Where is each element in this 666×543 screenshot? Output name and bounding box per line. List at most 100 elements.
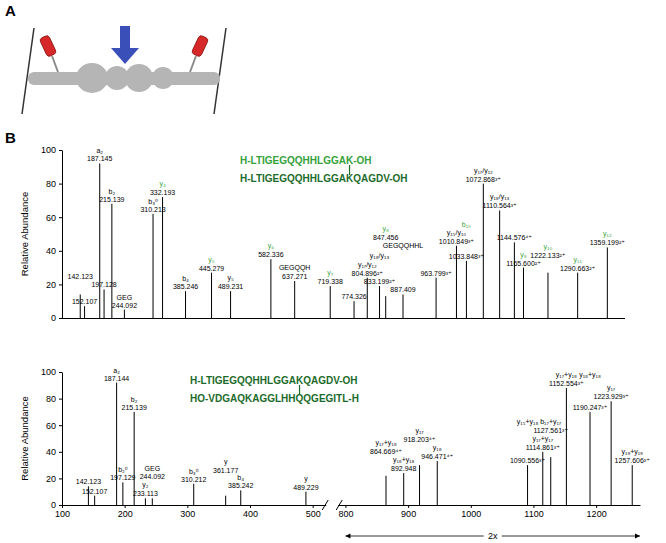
peak-label: 1090.556³⁺ [510, 457, 546, 464]
peak-label: 152.107 [72, 298, 97, 305]
peak-label: y₆ [268, 242, 275, 250]
tick-mark [59, 217, 62, 218]
tick-mark [408, 505, 409, 508]
peak-label: 864.669⁴⁺ [370, 448, 402, 455]
tick: 500 [306, 505, 321, 519]
tick-label: 100 [41, 367, 56, 377]
peak-label: b₁₀ [462, 221, 471, 228]
peak-label: y₁₇/y₁₂ [358, 261, 377, 269]
peak-label: 233.113 [133, 490, 158, 497]
peak-label: 1110.564³⁺ [483, 202, 517, 209]
zoom-arrow [502, 536, 640, 537]
crosslink [349, 165, 350, 175]
peak-label: GEGQQHHL [383, 242, 424, 250]
tick: 20 [46, 280, 62, 290]
tick-label: 100 [55, 509, 70, 519]
tick-label: 60 [46, 213, 56, 223]
peak-label: 215.139 [121, 404, 146, 411]
peak-label: 1257.606³⁺ [615, 457, 651, 464]
peak [379, 286, 380, 318]
peak-label: y₁₁ [574, 256, 583, 264]
wall [214, 28, 226, 114]
spectrum-panel: 020406080100Relative Abundance1002003004… [19, 367, 650, 541]
tick: 1200 [587, 505, 607, 519]
peak-label: 719.338 [318, 278, 343, 285]
tick-label: 300 [180, 509, 195, 519]
bead [125, 64, 153, 92]
peak [193, 484, 194, 505]
peak [527, 465, 528, 505]
peak [632, 465, 633, 505]
tick-mark [59, 284, 62, 285]
peak-label: y₁₈/y₁₃ [490, 193, 510, 201]
peak [419, 465, 420, 505]
peak-label: 582.336 [258, 251, 283, 258]
peak-label: GEG [145, 465, 161, 472]
peak-label: 445.279 [199, 265, 224, 272]
peptide-sequence: H-LTIGEGQQHHLGGAKQAGDV-OH [240, 173, 408, 184]
peak [230, 291, 231, 318]
peak-label: y₂ [142, 481, 149, 489]
peak-label: 804.896²⁺ [352, 270, 384, 277]
peak-label: b₃⁰ [148, 198, 158, 205]
axis-break [322, 500, 328, 510]
peak-label: 1127.561³⁺ [533, 427, 568, 434]
tick-label: 800 [338, 509, 353, 519]
tick-label: 1000 [461, 509, 481, 519]
peak-label: y₁₀ [544, 243, 553, 251]
peak-label: 1359.199²⁺ [590, 239, 626, 246]
peak-label: b₄ [182, 275, 189, 282]
probe-stem [190, 56, 196, 72]
tick-label: 100 [41, 145, 56, 155]
peak-label: 361.177 [213, 467, 238, 474]
tick-label: 400 [243, 509, 258, 519]
peak-label: 833.199²⁺ [364, 278, 396, 285]
peak-label: 892.948 [391, 465, 416, 472]
peak-label: 1222.133²⁺ [530, 252, 566, 259]
peak [354, 301, 355, 318]
schematic [22, 26, 226, 114]
tick-mark [59, 505, 62, 506]
peak-label: 152.107 [82, 488, 107, 495]
tick-label: 1100 [524, 509, 543, 519]
panel-label: B [5, 129, 16, 146]
tick-mark [345, 505, 346, 508]
peak-annotations: 187.145a₂1072.868³⁺y₁₇/y₁₂332.193y₄215.1… [68, 147, 626, 308]
probe [191, 35, 209, 57]
peak-label: 1114.861³⁺ [526, 444, 560, 451]
wall [22, 28, 34, 114]
peak-label: y₁₅+y₁₈ [517, 418, 539, 426]
tick-label: 40 [46, 246, 56, 256]
peak-label: 1190.247³⁺ [573, 404, 608, 411]
tick-mark [59, 184, 62, 185]
peak-label: y₁₇/y₁₂ [474, 167, 493, 175]
peak [305, 492, 306, 505]
peak-label: 887.409 [390, 286, 415, 293]
tick: 800 [338, 505, 353, 519]
tick-mark [471, 505, 472, 508]
axis-line [63, 505, 641, 506]
peak-label: 1010.849³⁺ [439, 238, 475, 245]
peaks [88, 383, 632, 505]
peak-label: 489.229 [293, 484, 318, 491]
peak-label: y₁₈ [433, 444, 442, 452]
peak-label: a₂ [113, 367, 120, 374]
peak [385, 296, 386, 318]
panel-label: A [5, 2, 16, 19]
peak-label: 774.326 [341, 293, 366, 300]
zoom-arrow [345, 536, 483, 537]
tick-mark [125, 505, 126, 508]
peak [116, 383, 117, 505]
peak [122, 482, 123, 505]
peak-label: 244.092 [140, 473, 165, 480]
bead [76, 63, 108, 93]
tick-mark [533, 505, 534, 508]
peak-label: 385.246 [173, 283, 198, 290]
figure: AB020406080100Relative AbundanceH-LTIGEG… [0, 0, 666, 543]
peak-label: 187.144 [104, 375, 129, 382]
peak-label: y₁₈/y₁₃ [370, 252, 390, 260]
peak-label: a₂ [96, 147, 103, 154]
peak [566, 388, 567, 505]
peak-label: y₄ [159, 180, 166, 188]
peak-label: 310.212 [181, 476, 206, 483]
